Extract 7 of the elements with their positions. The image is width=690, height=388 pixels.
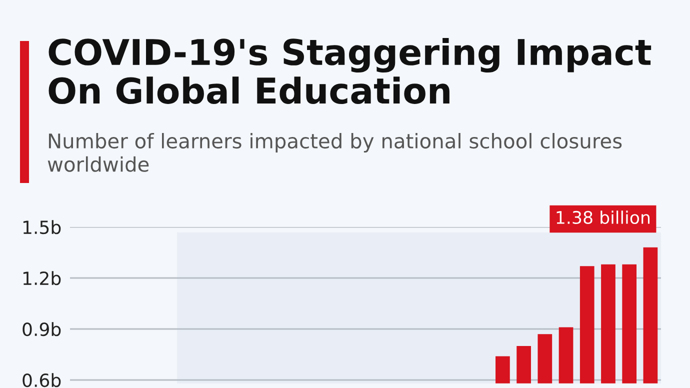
y-tick-label: 0.6b (22, 373, 61, 388)
y-tick-label: 0.9b (22, 322, 61, 336)
text: 1.38 billion (556, 210, 650, 224)
chart-title: COVID-19's Staggering Impact On Global Education (48, 38, 652, 104)
y-tick-label: 1.5b (23, 220, 61, 234)
chart-subtitle: Number of learners impacted by national school closures worldwide (48, 133, 622, 172)
y-tick-label: 1.2b (23, 271, 61, 286)
